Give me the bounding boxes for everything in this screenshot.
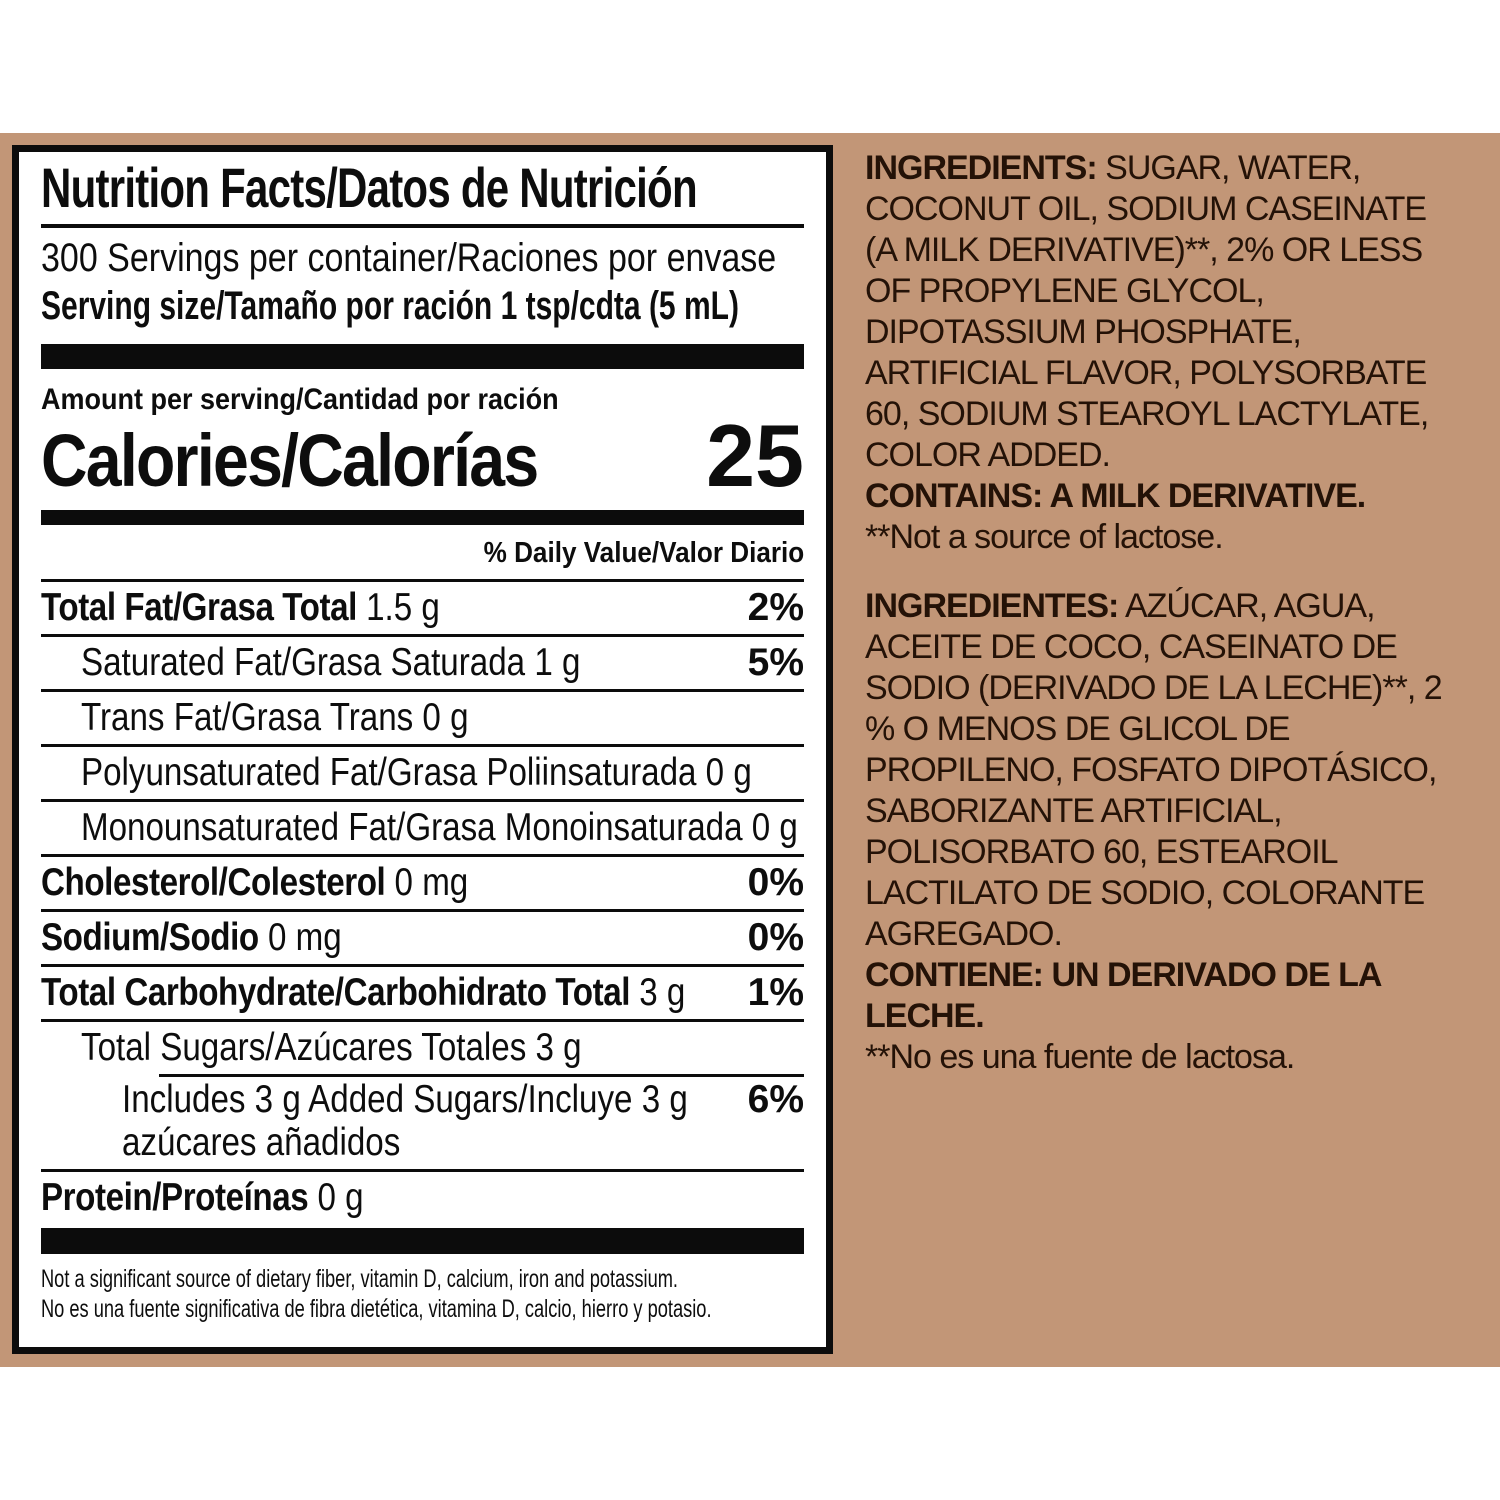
contains-spanish: CONTIENE: UN DERIVADO DE LA LECHE. xyxy=(865,956,1381,1035)
footnote-spanish: No es una fuente significativa de fibra … xyxy=(41,1295,712,1323)
ingredients-english: INGREDIENTS: SUGAR, WATER, COCONUT OIL, … xyxy=(865,149,1429,474)
added-sugars-divider xyxy=(159,1074,804,1077)
ingredients-column: INGREDIENTS: SUGAR, WATER, COCONUT OIL, … xyxy=(865,148,1445,1078)
calories-value: 25 xyxy=(706,406,804,505)
calories-row: Calories/Calorías 25 xyxy=(41,406,804,505)
row-polyunsaturated-fat: Polyunsaturated Fat/Grasa Poliinsaturada… xyxy=(41,744,804,799)
daily-value-header: % Daily Value/Valor Diario xyxy=(483,537,804,569)
nutrient-rows: Total Fat/Grasa Total 1.5 g 2% Saturated… xyxy=(41,582,804,1224)
row-added-sugars: Includes 3 g Added Sugars/Incluye 3 g az… xyxy=(41,1074,804,1169)
row-protein: Protein/Proteínas 0 g xyxy=(41,1169,804,1224)
dv-cholesterol: 0% xyxy=(747,861,804,904)
row-trans-fat: Trans Fat/Grasa Trans 0 g xyxy=(41,689,804,744)
thick-divider-calories xyxy=(41,510,804,525)
nutrition-facts-panel: Nutrition Facts/Datos de Nutrición 300 S… xyxy=(12,145,833,1354)
dv-total-carbohydrate: 1% xyxy=(747,971,804,1014)
row-total-sugars: Total Sugars/Azúcares Totales 3 g xyxy=(41,1019,804,1074)
panel-title: Nutrition Facts/Datos de Nutrición xyxy=(41,156,698,219)
dv-total-fat: 2% xyxy=(747,586,804,629)
row-monounsaturated-fat: Monounsaturated Fat/Grasa Monoinsaturada… xyxy=(41,799,804,854)
row-saturated-fat: Saturated Fat/Grasa Saturada 1 g 5% xyxy=(41,634,804,689)
ingredients-english-label: INGREDIENTS: xyxy=(865,149,1098,187)
contains-english: CONTAINS: A MILK DERIVATIVE. xyxy=(865,477,1366,515)
footnote-english: Not a significant source of dietary fibe… xyxy=(41,1265,679,1293)
servings-per-container: 300 Servings per container/Raciones por … xyxy=(41,236,777,280)
title-divider xyxy=(41,224,804,228)
daily-value-divider xyxy=(41,579,804,582)
dv-saturated-fat: 5% xyxy=(747,641,804,684)
row-cholesterol: Cholesterol/Colesterol 0 mg 0% xyxy=(41,854,804,909)
ingredients-spanish-label: INGREDIENTES: xyxy=(865,587,1119,625)
lactose-note-spanish: **No es una fuente de lactosa. xyxy=(865,1038,1295,1076)
thick-divider-bottom xyxy=(41,1228,804,1254)
amount-per-serving: Amount per serving/Cantidad por ración xyxy=(41,383,559,416)
row-sodium: Sodium/Sodio 0 mg 0% xyxy=(41,909,804,964)
dv-sodium: 0% xyxy=(747,916,804,959)
row-total-fat: Total Fat/Grasa Total 1.5 g 2% xyxy=(41,586,804,629)
footnotes: Not a significant source of dietary fibe… xyxy=(41,1264,804,1324)
serving-size: Serving size/Tamaño por ración 1 tsp/cdt… xyxy=(41,284,739,328)
row-total-carbohydrate: Total Carbohydrate/Carbohidrato Total 3 … xyxy=(41,964,804,1019)
lactose-note-english: **Not a source of lactose. xyxy=(865,518,1224,556)
thick-divider-top xyxy=(41,344,804,369)
calories-label: Calories/Calorías xyxy=(41,419,539,502)
dv-added-sugars: 6% xyxy=(747,1078,804,1121)
ingredients-spanish: INGREDIENTES: AZÚCAR, AGUA, ACEITE DE CO… xyxy=(865,587,1443,953)
